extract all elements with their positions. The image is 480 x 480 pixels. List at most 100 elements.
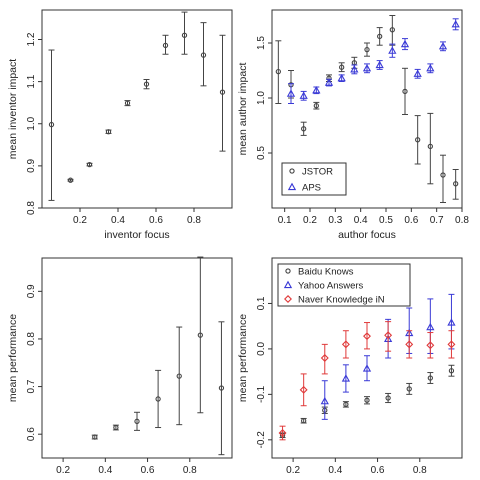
x-tick-label: 0.3 (328, 215, 342, 226)
y-axis-label: mean inventor impact (7, 59, 19, 159)
y-tick-label: 1.0 (256, 91, 267, 105)
x-tick-label: 0.2 (56, 465, 70, 476)
data-point (364, 46, 370, 53)
data-point (113, 424, 119, 431)
data-point (320, 396, 329, 405)
data-point (200, 52, 207, 58)
data-point (405, 340, 414, 349)
x-tick-label: 0.5 (379, 215, 393, 226)
y-axis-label: mean performance (237, 314, 249, 402)
series-yahoo-answers (320, 293, 456, 420)
x-tick-label: 0.6 (141, 465, 155, 476)
x-tick-label: 0.1 (278, 215, 292, 226)
data-point (362, 63, 372, 72)
data-point (400, 39, 410, 48)
y-tick-label: 0.0 (256, 342, 267, 356)
data-point (162, 42, 169, 49)
y-tick-label: 1.5 (256, 36, 267, 50)
legend-marker (287, 182, 297, 191)
data-point (406, 386, 412, 392)
legend-label: Baidu Knows (298, 267, 354, 278)
data-point (448, 368, 455, 374)
y-tick-label: -0.1 (256, 385, 267, 403)
data-point (350, 65, 359, 73)
data-point (197, 332, 203, 338)
data-point (453, 181, 459, 187)
data-point (313, 103, 319, 109)
data-point (341, 374, 351, 382)
data-point (143, 81, 150, 87)
data-point (301, 418, 307, 424)
data-point (339, 64, 345, 70)
data-point (301, 126, 307, 132)
data-point (388, 46, 397, 54)
legend-label: Yahoo Answers (298, 281, 364, 292)
legend-label: Naver Knowledge iN (298, 295, 385, 306)
data-point (176, 373, 182, 379)
data-point (389, 27, 395, 33)
x-tick-label: 0.7 (430, 215, 444, 226)
data-point (312, 85, 321, 94)
data-point (320, 354, 329, 362)
y-axis-label: mean performance (7, 314, 19, 402)
series-naver-knowledge-in (278, 321, 456, 441)
legend-label: APS (302, 183, 321, 194)
legend-label: JSTOR (302, 167, 333, 178)
y-tick-label: 1.1 (26, 74, 37, 88)
data-point (324, 78, 334, 86)
x-tick-label: 0.8 (413, 465, 427, 476)
data-point (343, 401, 349, 408)
chart-panel-3: 0.20.40.60.80.60.70.80.9wikipedian focus… (7, 256, 233, 480)
x-tick-label: 0.2 (286, 465, 300, 476)
data-point (385, 395, 391, 401)
y-tick-label: 0.1 (256, 296, 267, 310)
y-tick-label: 0.7 (26, 379, 37, 393)
data-point (337, 73, 346, 82)
plot-frame (271, 257, 463, 459)
data-point (451, 19, 460, 28)
data-point (155, 396, 161, 402)
legend-marker (283, 280, 293, 289)
data-point (299, 385, 308, 394)
data-point (299, 91, 308, 99)
x-tick-label: 0.6 (371, 465, 385, 476)
data-point (402, 88, 408, 95)
y-tick-label: 0.6 (26, 427, 37, 441)
y-tick-label: 0.9 (26, 158, 37, 172)
data-point (48, 121, 55, 128)
chart-panel-4: 0.20.40.60.8-0.2-0.10.00.1answerer focus… (237, 257, 463, 480)
x-tick-label: 0.2 (303, 215, 317, 226)
data-point (134, 418, 140, 424)
data-point (86, 161, 93, 168)
x-axis-label: author focus (338, 229, 396, 241)
data-point (275, 68, 281, 75)
y-tick-label: -0.2 (256, 431, 267, 449)
data-point (341, 340, 350, 349)
data-point (415, 137, 421, 143)
series-1 (91, 256, 225, 456)
data-point (67, 177, 74, 183)
data-point (219, 89, 226, 95)
data-point (278, 429, 287, 437)
y-tick-label: 0.5 (256, 146, 267, 160)
chart-panel-2: 0.1 0.2 0.3 0.4 0.5 0.6 0.7 0.8 0.5 1.0 1.5 author … (237, 9, 469, 241)
data-point (286, 89, 296, 97)
series-1 (48, 11, 226, 201)
x-tick-label: 0.2 (73, 215, 87, 226)
legend-marker (289, 168, 295, 174)
legend-marker (285, 268, 291, 274)
data-point (363, 332, 371, 341)
data-point (447, 318, 456, 326)
x-tick-label: 0.6 (149, 215, 163, 226)
x-tick-label: 0.4 (111, 215, 125, 226)
data-point (105, 129, 112, 135)
y-tick-label: 0.8 (26, 201, 37, 215)
data-point (181, 32, 188, 38)
y-tick-label: 1.2 (26, 32, 37, 46)
data-point (427, 375, 433, 381)
data-point (427, 143, 433, 150)
x-axis-label: inventor focus (104, 229, 169, 241)
plot-frame (41, 257, 233, 459)
legend-box (277, 263, 411, 307)
